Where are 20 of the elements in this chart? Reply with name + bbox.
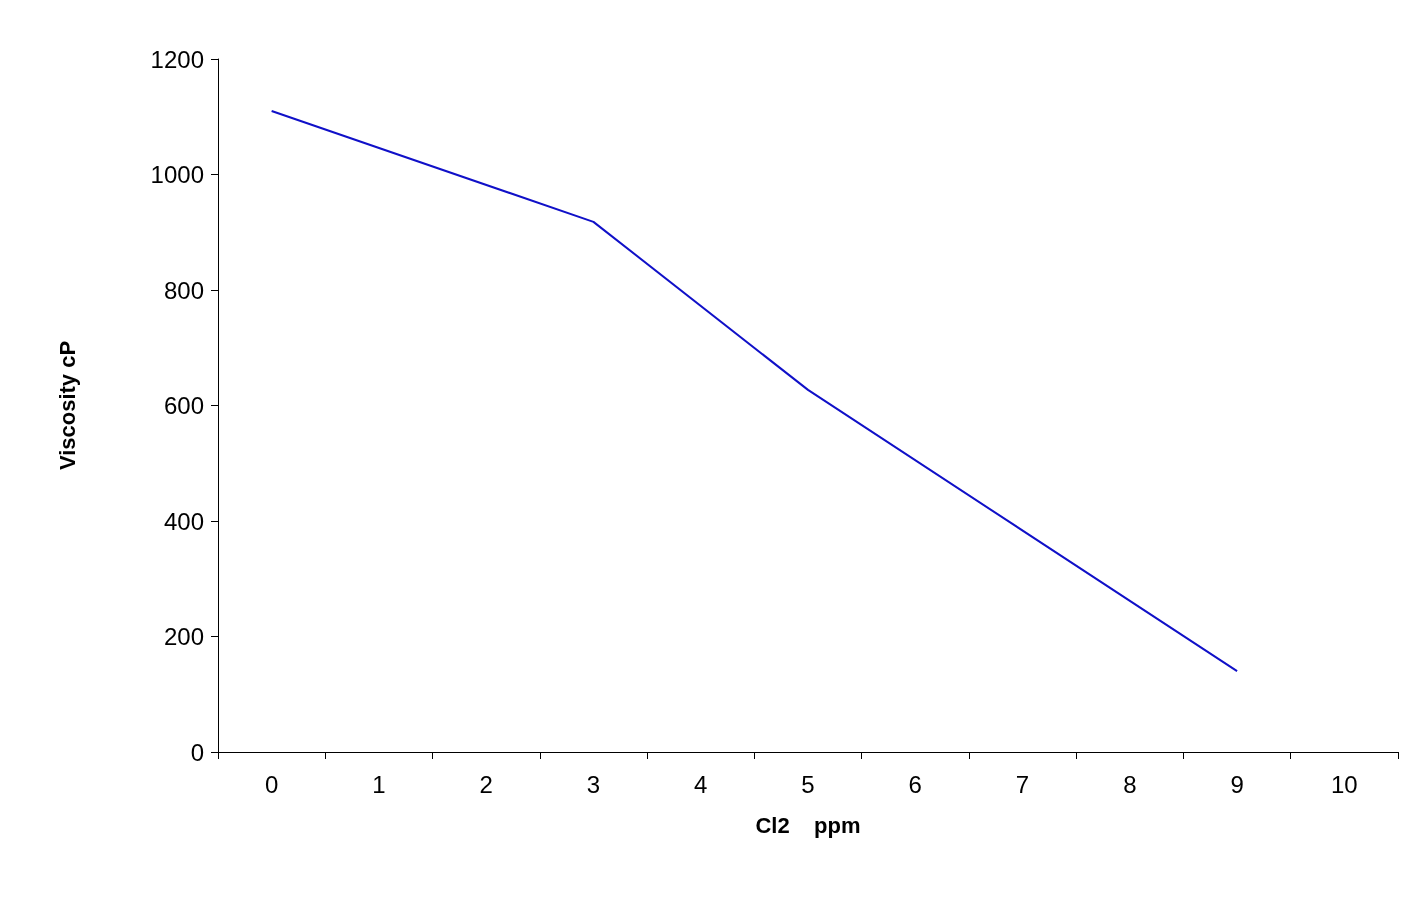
y-tick-label: 1200: [150, 45, 204, 73]
x-tick-label: 7: [1015, 770, 1030, 798]
y-tick-label: 800: [163, 276, 204, 304]
y-tick-label: 1000: [150, 161, 204, 188]
y-axis-title: Viscosity cP: [54, 340, 80, 471]
x-tick-label: 9: [1230, 770, 1244, 798]
x-tick-label: 6: [908, 770, 922, 798]
y-tick-label: 0: [190, 738, 204, 766]
x-tick-label: 10: [1331, 770, 1358, 798]
y-tick-label: 600: [163, 392, 204, 419]
x-tick-label: 2: [479, 770, 493, 798]
x-tick-label: 4: [694, 770, 708, 798]
x-axis-title: Cl2 ppm: [755, 812, 861, 838]
y-tick-label: 400: [163, 507, 204, 535]
y-tick-label: 200: [163, 623, 204, 650]
x-tick-label: 0: [264, 770, 279, 798]
x-tick-label: 8: [1123, 770, 1137, 798]
x-tick-label: 1: [372, 770, 386, 798]
x-tick-label: 5: [801, 770, 815, 798]
x-tick-label: 3: [586, 770, 601, 798]
